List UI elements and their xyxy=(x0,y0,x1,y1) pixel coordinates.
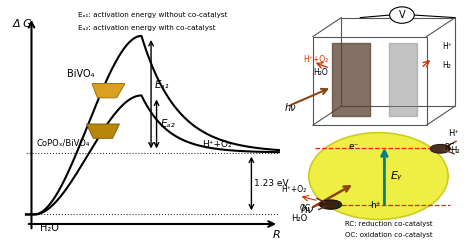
Text: H⁺: H⁺ xyxy=(448,129,459,138)
Text: 1.23 eV: 1.23 eV xyxy=(254,179,289,188)
Text: hν: hν xyxy=(301,205,314,215)
Polygon shape xyxy=(92,84,125,98)
Text: Eₐ₂: activation energy with co-catalyst: Eₐ₂: activation energy with co-catalyst xyxy=(78,25,216,31)
Text: BiVO₄: BiVO₄ xyxy=(67,69,95,79)
Text: Eₐ₁: activation energy without co-catalyst: Eₐ₁: activation energy without co-cataly… xyxy=(78,12,228,18)
Text: Eᵧ: Eᵧ xyxy=(391,171,401,181)
Text: H⁺+O₂: H⁺+O₂ xyxy=(303,55,328,64)
Circle shape xyxy=(309,133,448,219)
Text: e⁻: e⁻ xyxy=(348,142,358,151)
Text: H⁺+O₂: H⁺+O₂ xyxy=(281,185,306,194)
Text: RC: RC xyxy=(444,143,455,152)
Text: V: V xyxy=(399,10,405,20)
Ellipse shape xyxy=(430,144,450,153)
Text: H₂O: H₂O xyxy=(291,214,307,223)
Text: H₂: H₂ xyxy=(450,146,460,155)
Text: hν: hν xyxy=(284,103,296,113)
Circle shape xyxy=(390,7,414,23)
Text: H₂: H₂ xyxy=(442,61,451,70)
Text: OC: oxidation co-catalyst: OC: oxidation co-catalyst xyxy=(345,232,432,238)
Ellipse shape xyxy=(319,200,342,209)
Text: H⁺: H⁺ xyxy=(442,42,452,51)
Text: OC: OC xyxy=(300,204,311,213)
Text: RC: reduction co-catalyst: RC: reduction co-catalyst xyxy=(345,221,432,227)
Text: R: R xyxy=(272,230,280,240)
Text: h⁺: h⁺ xyxy=(371,201,381,210)
Text: H₂O: H₂O xyxy=(40,223,59,233)
Text: CoPOₓ/BiVO₄: CoPOₓ/BiVO₄ xyxy=(37,139,91,148)
Text: Eₐ₁: Eₐ₁ xyxy=(155,80,170,90)
Text: H⁺+O₂: H⁺+O₂ xyxy=(202,140,231,149)
Text: Eₐ₂: Eₐ₂ xyxy=(161,119,175,129)
Polygon shape xyxy=(86,124,119,138)
Text: H₂O: H₂O xyxy=(313,67,328,77)
Text: Δ G: Δ G xyxy=(12,19,32,29)
